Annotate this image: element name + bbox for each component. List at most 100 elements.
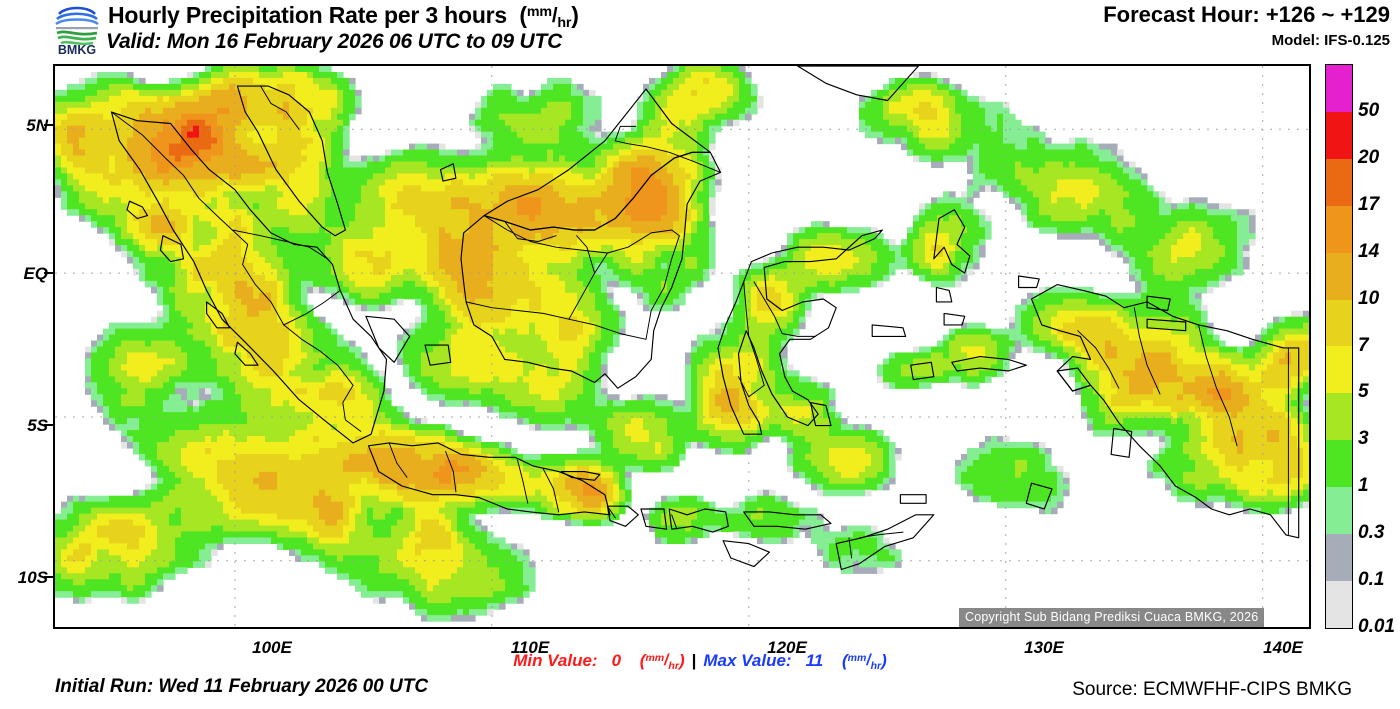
precip-cell	[277, 66, 296, 73]
precip-cell	[955, 328, 992, 336]
precip-cell	[1303, 310, 1309, 318]
precip-cell	[625, 483, 632, 491]
precip-cell	[223, 322, 290, 330]
precip-cell	[343, 245, 428, 252]
precip-cell	[919, 203, 926, 210]
precip-cell	[1171, 209, 1208, 216]
precip-cell	[1153, 465, 1196, 473]
precip-cell	[67, 107, 122, 115]
precip-cell	[307, 519, 326, 527]
precip-cell	[253, 382, 326, 389]
precip-cell	[277, 477, 362, 485]
precip-cell	[673, 400, 686, 407]
precip-cell	[205, 400, 242, 407]
precip-cell	[1231, 358, 1262, 366]
precip-cell	[637, 119, 650, 127]
admin-border	[1133, 307, 1161, 395]
precip-cell	[601, 352, 608, 360]
precip-cell	[511, 447, 518, 455]
precip-cell	[457, 459, 482, 467]
ytick-label-2: 5S	[27, 416, 48, 435]
precip-cell	[1243, 382, 1292, 389]
precip-cell	[595, 340, 614, 348]
precip-cell	[229, 173, 242, 180]
precip-cell	[1243, 436, 1268, 443]
precip-cell	[61, 149, 74, 157]
precip-cell	[481, 441, 500, 449]
precip-cell	[217, 495, 230, 503]
precip-cell	[685, 370, 692, 377]
precip-cell	[961, 245, 974, 252]
precip-cell	[1015, 322, 1022, 330]
precip-cell	[1045, 453, 1052, 461]
precip-cell	[1111, 221, 1136, 228]
coastline-yapen	[1146, 318, 1187, 332]
precip-cell	[205, 477, 218, 485]
precip-cell	[601, 441, 614, 449]
precip-cell	[907, 143, 926, 151]
colorbar-label: 0.3	[1358, 522, 1385, 544]
precip-cell	[1069, 364, 1082, 371]
precip-cell	[745, 436, 764, 443]
precip-cell	[1219, 239, 1238, 246]
precip-cell	[1063, 340, 1076, 348]
precip-cell	[607, 155, 620, 163]
precip-cell	[313, 412, 374, 419]
precip-cell	[895, 561, 902, 568]
precip-cell	[409, 418, 416, 425]
precip-cell	[565, 382, 584, 389]
precip-cell	[1069, 370, 1076, 377]
ytick-mark-1	[44, 272, 53, 274]
precip-cell	[703, 119, 722, 127]
precip-cell	[319, 191, 332, 198]
precip-cell	[151, 585, 158, 592]
precip-cell	[823, 489, 866, 497]
precip-cell	[277, 185, 320, 192]
colorbar[interactable]	[1325, 64, 1353, 629]
precip-cell	[1003, 101, 1010, 109]
precip-cell	[115, 376, 140, 383]
precipitation-map[interactable]: Copyright Sub Bidang Prediksi Cuaca BMKG…	[53, 64, 1311, 629]
precip-cell	[229, 197, 278, 204]
precip-cell	[367, 519, 398, 527]
precip-cell	[223, 66, 260, 73]
precip-cell	[655, 256, 686, 264]
precip-cell	[1081, 376, 1100, 383]
precip-cell	[685, 203, 692, 210]
precip-cell	[541, 292, 578, 300]
precip-cell	[1105, 394, 1112, 401]
precip-cell	[1021, 316, 1034, 324]
precip-cell	[1171, 358, 1184, 366]
precip-cell	[961, 119, 986, 127]
precip-cell	[1231, 215, 1250, 222]
precip-cell	[1039, 203, 1082, 210]
precip-cell	[145, 251, 176, 258]
precip-cell	[601, 334, 614, 342]
precip-cell	[1009, 197, 1016, 204]
precip-cell	[1051, 316, 1076, 324]
precip-cell	[769, 274, 776, 282]
precip-cell	[361, 477, 368, 485]
precip-cell	[1303, 376, 1309, 383]
precip-cell	[1117, 388, 1130, 395]
precip-cell	[583, 352, 590, 360]
precip-cell	[55, 519, 80, 527]
precip-cell	[1243, 465, 1274, 473]
precip-cell	[85, 364, 92, 371]
precip-cell	[355, 89, 362, 97]
precip-cell	[1171, 316, 1178, 324]
precip-cell	[73, 161, 110, 169]
precip-cell	[421, 322, 452, 330]
precip-cell	[733, 531, 740, 539]
precip-cell	[1051, 352, 1058, 360]
precip-cell	[1177, 203, 1190, 210]
precip-cell	[397, 197, 452, 204]
precip-cell	[475, 477, 506, 485]
precip-cell	[1045, 447, 1052, 455]
precip-cell	[727, 119, 734, 127]
precip-cell	[1165, 477, 1172, 485]
precip-cell	[793, 453, 806, 461]
precip-cell	[865, 119, 890, 127]
precip-cell	[139, 113, 182, 121]
precip-cell	[307, 71, 314, 79]
